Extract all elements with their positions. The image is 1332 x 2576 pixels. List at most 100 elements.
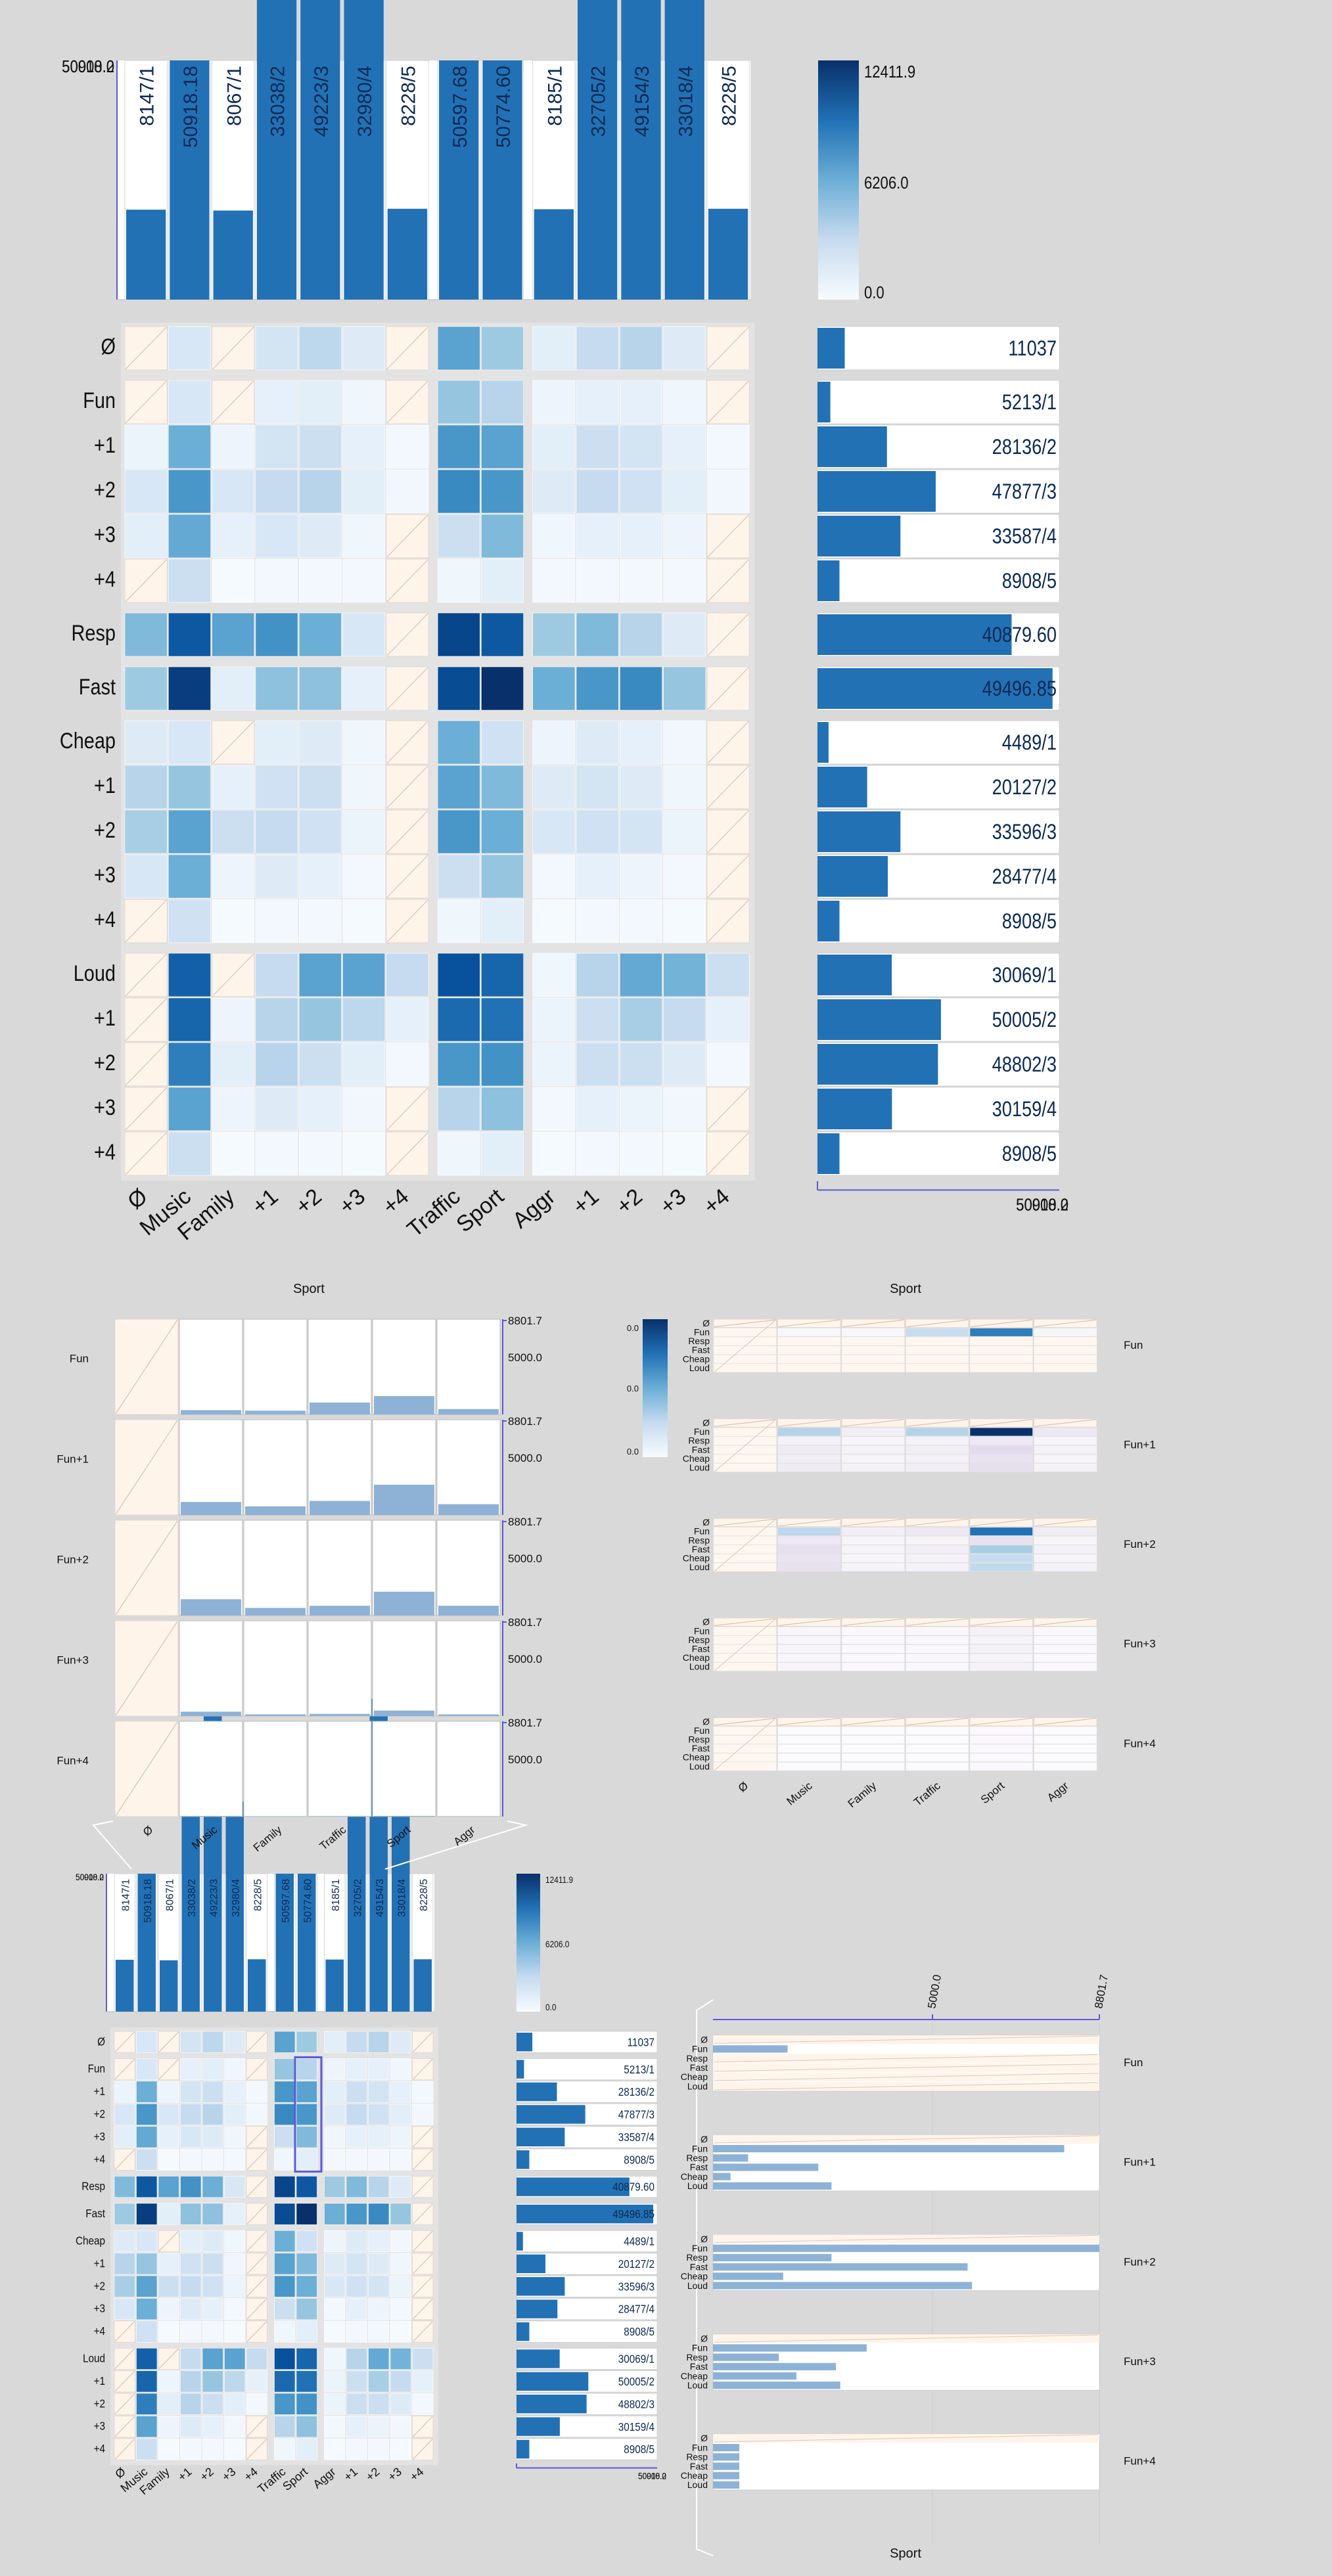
top-heatmap-cell[interactable] (576, 953, 619, 997)
mini-heatmap-cell[interactable] (180, 2058, 202, 2081)
mini-heatmap-cell[interactable] (346, 2031, 367, 2053)
top-heatmap-cell[interactable] (576, 514, 619, 558)
mini-heatmap-cell[interactable] (274, 2148, 296, 2171)
top-col-total-bar[interactable] (344, 0, 384, 300)
top-heatmap-cell[interactable] (298, 558, 342, 603)
mini-heatmap-cell[interactable] (136, 2393, 158, 2415)
top-heatmap-cell[interactable] (212, 469, 255, 514)
mini-heatmap-cell[interactable] (224, 2176, 246, 2198)
mini-heatmap-cell[interactable] (368, 2031, 390, 2053)
top-heatmap-cell[interactable] (619, 997, 662, 1042)
mini-heatmap-cell[interactable] (368, 2320, 390, 2343)
top-heatmap-cell[interactable] (532, 469, 576, 514)
top-heatmap-cell[interactable] (168, 514, 211, 558)
mini-heatmap-cell[interactable] (158, 2320, 179, 2343)
top-heatmap-cell[interactable] (663, 380, 706, 424)
top-heatmap-cell[interactable] (619, 612, 662, 657)
mini-heatmap-cell[interactable] (136, 2031, 158, 2053)
heat-cell[interactable] (1034, 1627, 1097, 1636)
top-heatmap-cell[interactable] (342, 514, 386, 558)
heat-cell[interactable] (841, 1662, 905, 1671)
mini-heatmap-cell[interactable] (274, 2438, 296, 2460)
top-heatmap-cell[interactable] (663, 469, 706, 514)
hbars-bar[interactable] (713, 2272, 783, 2280)
heat-cell[interactable] (777, 1753, 841, 1762)
mini-heatmap-cell[interactable] (390, 2058, 411, 2081)
top-heatmap-cell[interactable] (255, 326, 298, 371)
mini-heatmap-cell[interactable] (390, 2275, 411, 2297)
mini-heatmap-cell[interactable] (368, 2393, 390, 2415)
mini-heatmap-cell[interactable] (202, 2347, 223, 2370)
mini-heatmap-cell[interactable] (324, 2320, 346, 2343)
heat-cell[interactable] (1034, 1427, 1097, 1437)
heat-cell[interactable] (841, 1562, 905, 1572)
mini-heatmap-cell[interactable] (296, 2320, 317, 2343)
top-heatmap-cell[interactable] (212, 1042, 255, 1087)
mini-heatmap-cell[interactable] (158, 2176, 179, 2198)
heat-cell[interactable] (841, 1753, 905, 1762)
mini-heatmap-cell[interactable] (368, 2203, 390, 2225)
mini-heatmap-cell[interactable] (324, 2103, 346, 2125)
top-heatmap-cell[interactable] (168, 997, 211, 1042)
top-heatmap-cell[interactable] (481, 720, 524, 765)
mini-heatmap-cell[interactable] (296, 2438, 317, 2460)
heat-cell[interactable] (969, 1536, 1033, 1545)
heat-cell[interactable] (1034, 1735, 1097, 1744)
top-heatmap-cell[interactable] (576, 326, 619, 371)
mini-heatmap-cell[interactable] (390, 2347, 411, 2370)
mini-heatmap-cell[interactable] (224, 2058, 246, 2081)
heat-cell[interactable] (777, 1454, 841, 1463)
top-heatmap-cell[interactable] (255, 612, 298, 657)
mini-heatmap-cell[interactable] (224, 2230, 246, 2252)
heat-cell[interactable] (969, 1753, 1033, 1762)
heat-cell[interactable] (1034, 1562, 1097, 1572)
mini-heatmap-cell[interactable] (158, 2253, 179, 2275)
heat-cell[interactable] (841, 1454, 905, 1463)
mini-heatmap-cell[interactable] (136, 2320, 158, 2343)
mini-col-total-bar[interactable] (225, 1801, 244, 2012)
top-heatmap-cell[interactable] (576, 558, 619, 603)
mini-heatmap-cell[interactable] (114, 2275, 135, 2297)
top-heatmap-cell[interactable] (576, 612, 619, 657)
mini-heatmap-cell[interactable] (346, 2393, 367, 2415)
top-heatmap-cell[interactable] (342, 899, 386, 943)
heat-cell[interactable] (906, 1744, 969, 1753)
top-heatmap-cell[interactable] (212, 1131, 255, 1176)
top-row-total-bar[interactable] (817, 999, 941, 1040)
mini-heatmap-cell[interactable] (324, 2081, 346, 2103)
heat-cell[interactable] (969, 1328, 1033, 1337)
heat-cell[interactable] (969, 1726, 1033, 1735)
mini-heatmap-cell[interactable] (324, 2253, 346, 2275)
heat-cell[interactable] (906, 1627, 969, 1636)
mini-row-total-bar[interactable] (517, 2372, 589, 2391)
top-heatmap-cell[interactable] (255, 666, 298, 711)
mini-heatmap-cell[interactable] (158, 2148, 179, 2171)
mini-heatmap-cell[interactable] (202, 2230, 223, 2252)
mini-row-total-bar[interactable] (517, 2277, 565, 2296)
mini-heatmap-cell[interactable] (368, 2438, 390, 2460)
top-heatmap-cell[interactable] (532, 424, 576, 469)
top-heatmap-cell[interactable] (298, 899, 342, 943)
mini-heatmap-cell[interactable] (346, 2058, 367, 2081)
top-heatmap-cell[interactable] (481, 809, 524, 854)
top-row-total-bar[interactable] (817, 955, 892, 995)
mini-heatmap-cell[interactable] (136, 2416, 158, 2438)
mini-heatmap-cell[interactable] (158, 2081, 179, 2103)
top-heatmap-cell[interactable] (437, 424, 480, 469)
mini-heatmap-cell[interactable] (274, 2320, 296, 2343)
top-heatmap-cell[interactable] (532, 953, 576, 997)
top-heatmap-cell[interactable] (481, 997, 524, 1042)
mini-heatmap-cell[interactable] (274, 2031, 296, 2053)
mini-heatmap-cell[interactable] (136, 2370, 158, 2393)
top-heatmap-cell[interactable] (619, 1042, 662, 1087)
mini-col-total-bar[interactable] (413, 1959, 432, 2012)
facet-bar[interactable] (181, 1816, 241, 1817)
top-heatmap-cell[interactable] (663, 424, 706, 469)
mini-row-total-bar[interactable] (517, 2417, 560, 2436)
facet-bar[interactable] (181, 1502, 241, 1515)
mini-heatmap-cell[interactable] (202, 2253, 223, 2275)
top-heatmap-cell[interactable] (298, 1087, 342, 1131)
mini-heatmap-cell[interactable] (158, 2438, 179, 2460)
top-heatmap-cell[interactable] (212, 899, 255, 943)
top-heatmap-cell[interactable] (386, 1042, 429, 1087)
